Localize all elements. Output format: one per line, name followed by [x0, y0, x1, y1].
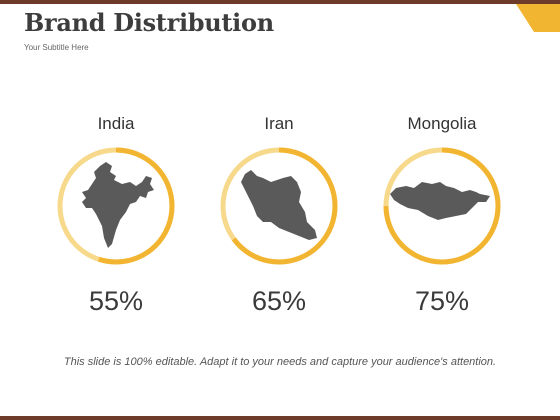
ring-progress: [220, 147, 338, 265]
percentage-value: 65%: [251, 286, 307, 316]
country-card-iran: Iran 65%: [217, 112, 341, 322]
percentage-value: 55%: [88, 286, 144, 316]
footer-note: This slide is 100% editable. Adapt it to…: [63, 356, 497, 368]
slide-subtitle: Your Subtitle Here: [24, 43, 89, 52]
mongolia-map-icon: [390, 182, 490, 220]
progress-ring: [383, 147, 501, 265]
country-card-india: India 55%: [54, 112, 178, 322]
progress-ring: [57, 147, 175, 265]
india-map-icon: [82, 162, 154, 248]
slide-title: Brand Distribution: [24, 8, 274, 37]
bottom-border-bar: [0, 416, 560, 420]
iran-map-icon: [241, 170, 317, 240]
country-name: Mongolia: [407, 114, 477, 133]
percentage-value: 75%: [414, 286, 470, 316]
ring-progress: [383, 147, 501, 265]
country-card-mongolia: Mongolia 75%: [380, 112, 504, 322]
country-name: India: [97, 114, 135, 133]
ring-progress: [57, 147, 175, 265]
top-border-bar: [0, 0, 560, 4]
corner-accent-tab: [516, 4, 560, 32]
country-name: Iran: [264, 114, 294, 133]
progress-ring: [220, 147, 338, 265]
